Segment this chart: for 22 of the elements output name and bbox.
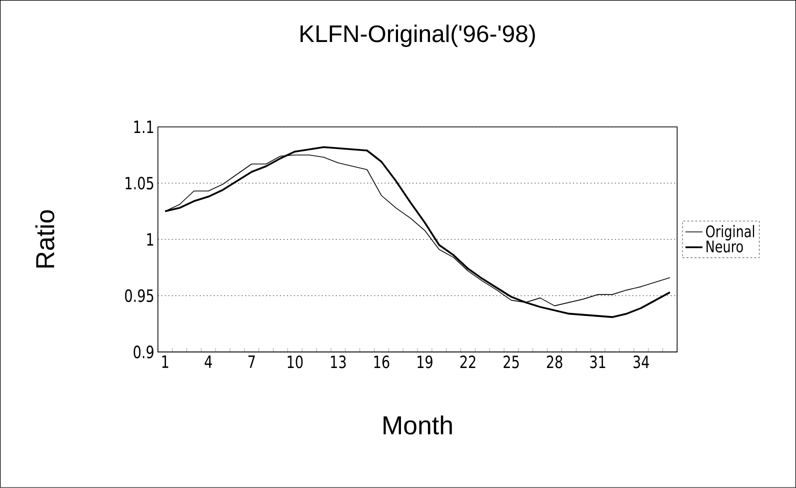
y-axis-title: Ratio [35, 210, 54, 268]
x-tick-label: 34 [633, 356, 649, 368]
x-tick-label: 7 [248, 356, 255, 368]
y-tick-label: 1.1 [134, 120, 154, 134]
y-tick-label: 1.05 [126, 176, 154, 190]
legend-label: Original [706, 225, 754, 241]
x-tick-label: 25 [504, 356, 519, 368]
y-tick-label: 0.9 [134, 346, 154, 358]
x-tick-label: 28 [546, 356, 562, 368]
legend-label: Neuro [706, 240, 743, 253]
y-tick-label: 0.95 [125, 289, 154, 302]
x-tick-label: 10 [288, 356, 303, 368]
x-tick-label: 16 [374, 356, 390, 368]
x-tick-label: 4 [204, 356, 212, 368]
x-tick-label: 13 [331, 356, 346, 368]
x-tick-label: 1 [162, 356, 168, 368]
chart-title: KLFN-Original('96-'98) [300, 24, 535, 48]
x-tick-label: 19 [418, 356, 432, 368]
x-tick-label: 31 [590, 356, 606, 368]
y-tick-label: 1 [147, 233, 154, 246]
x-tick-label: 22 [460, 356, 476, 368]
x-axis-title: Month [384, 416, 452, 435]
